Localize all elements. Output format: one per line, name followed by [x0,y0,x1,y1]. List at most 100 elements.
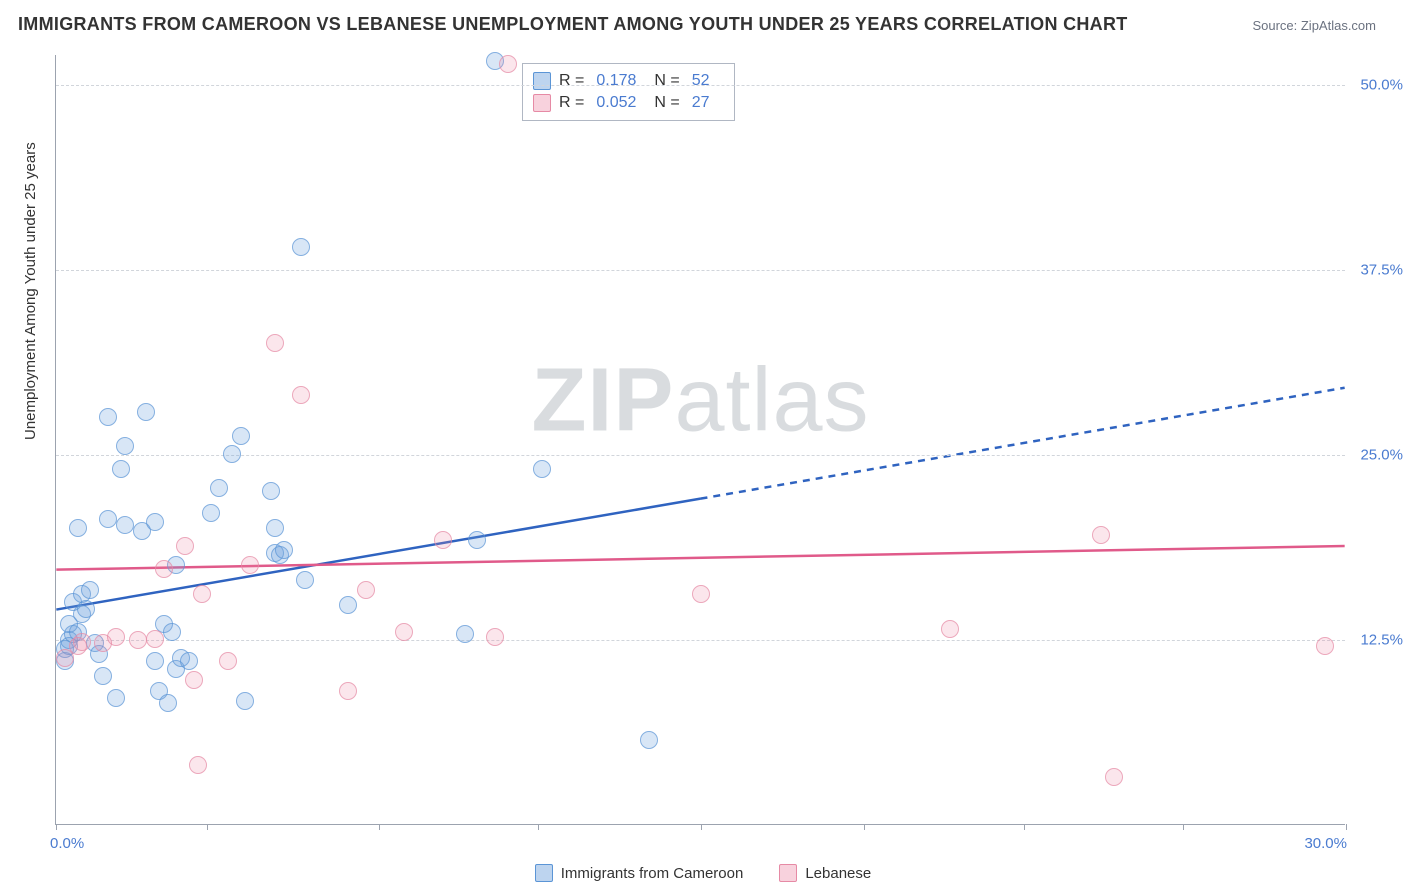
scatter-point [112,460,130,478]
legend-item-0: Immigrants from Cameroon [535,864,744,882]
scatter-point [434,531,452,549]
scatter-point [202,504,220,522]
scatter-point [533,460,551,478]
scatter-point [296,571,314,589]
stat-value-n: 52 [692,72,710,90]
chart-title: IMMIGRANTS FROM CAMEROON VS LEBANESE UNE… [18,14,1128,35]
x-tick-mark [56,824,57,830]
x-tick-mark [1024,824,1025,830]
scatter-point [456,625,474,643]
x-tick-mark [538,824,539,830]
x-axis-min-label: 0.0% [50,835,84,852]
scatter-point [163,623,181,641]
swatch-icon [779,864,797,882]
scatter-point [116,516,134,534]
scatter-point [185,671,203,689]
scatter-point [241,556,259,574]
scatter-point [357,581,375,599]
gridline [56,455,1345,456]
scatter-point [339,596,357,614]
y-tick-label: 37.5% [1360,261,1403,278]
legend-label: Immigrants from Cameroon [561,865,744,882]
scatter-point [94,667,112,685]
scatter-point [468,531,486,549]
scatter-plot-area: ZIPatlas R = 0.178 N = 52 R = 0.052 N = … [55,55,1345,825]
swatch-icon [535,864,553,882]
scatter-point [116,437,134,455]
scatter-point [941,620,959,638]
scatter-point [292,386,310,404]
correlation-stats-box: R = 0.178 N = 52 R = 0.052 N = 27 [522,63,735,121]
y-tick-label: 50.0% [1360,76,1403,93]
scatter-point [189,756,207,774]
scatter-point [395,623,413,641]
gridline [56,270,1345,271]
x-tick-mark [701,824,702,830]
x-tick-mark [207,824,208,830]
scatter-point [292,238,310,256]
scatter-point [236,692,254,710]
scatter-point [99,510,117,528]
scatter-point [146,630,164,648]
scatter-point [180,652,198,670]
x-axis-max-label: 30.0% [1304,835,1347,852]
scatter-point [266,519,284,537]
y-tick-label: 25.0% [1360,446,1403,463]
scatter-point [99,408,117,426]
scatter-point [69,519,87,537]
scatter-point [486,628,504,646]
scatter-point [210,479,228,497]
scatter-point [146,652,164,670]
x-tick-mark [1183,824,1184,830]
gridline [56,85,1345,86]
source-name: ZipAtlas.com [1301,18,1376,33]
scatter-point [499,55,517,73]
y-axis-title: Unemployment Among Youth under 25 years [22,142,39,440]
bottom-legend: Immigrants from Cameroon Lebanese [0,864,1406,882]
stat-value-r: 0.178 [596,72,636,90]
gridline [56,640,1345,641]
stat-value-n: 27 [692,94,710,112]
stat-label-r: R = [559,94,584,112]
scatter-point [266,334,284,352]
scatter-point [193,585,211,603]
watermark-light: atlas [674,351,869,451]
scatter-point [692,585,710,603]
y-tick-label: 12.5% [1360,631,1403,648]
swatch-icon [533,94,551,112]
scatter-point [107,628,125,646]
scatter-point [81,581,99,599]
x-tick-mark [379,824,380,830]
scatter-point [176,537,194,555]
scatter-point [137,403,155,421]
scatter-point [219,652,237,670]
scatter-point [232,427,250,445]
scatter-point [1092,526,1110,544]
scatter-point [1316,637,1334,655]
stat-value-r: 0.052 [596,94,636,112]
stat-label-n: N = [654,72,679,90]
scatter-point [155,560,173,578]
stat-label-r: R = [559,72,584,90]
stats-row-series-0: R = 0.178 N = 52 [533,70,720,92]
legend-label: Lebanese [805,865,871,882]
stats-row-series-1: R = 0.052 N = 27 [533,92,720,114]
x-tick-mark [1346,824,1347,830]
scatter-point [159,694,177,712]
scatter-point [262,482,280,500]
scatter-point [275,541,293,559]
scatter-point [1105,768,1123,786]
swatch-icon [533,72,551,90]
scatter-point [339,682,357,700]
scatter-point [146,513,164,531]
scatter-point [129,631,147,649]
scatter-point [640,731,658,749]
source-attribution: Source: ZipAtlas.com [1252,18,1376,33]
scatter-point [107,689,125,707]
watermark-bold: ZIP [531,351,674,451]
watermark: ZIPatlas [531,350,869,453]
stat-label-n: N = [654,94,679,112]
legend-item-1: Lebanese [779,864,871,882]
source-prefix: Source: [1252,18,1300,33]
scatter-point [77,600,95,618]
